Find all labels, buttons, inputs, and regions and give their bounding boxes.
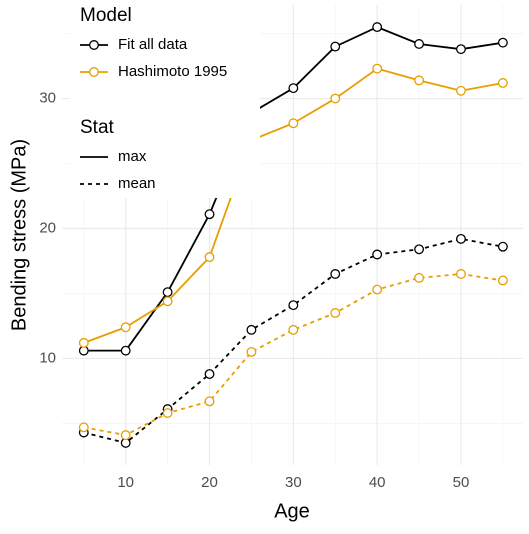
point	[162, 296, 173, 307]
legend-key	[89, 67, 99, 77]
point	[497, 78, 508, 88]
point	[204, 209, 215, 220]
x-tick-label: 10	[117, 474, 134, 491]
point	[414, 272, 425, 283]
point	[78, 422, 89, 433]
point	[414, 39, 425, 49]
y-tick-label: 20	[39, 219, 56, 236]
legend-title: Model	[80, 5, 132, 26]
point	[288, 118, 299, 129]
point	[288, 324, 299, 335]
point	[162, 408, 173, 418]
legend-label: mean	[118, 175, 156, 192]
y-axis-label: Bending stress (MPa)	[8, 139, 30, 331]
point	[372, 284, 383, 295]
point	[330, 41, 341, 52]
x-tick-label: 50	[453, 474, 470, 491]
point	[372, 63, 383, 74]
point	[330, 93, 341, 104]
point	[456, 44, 466, 55]
point	[372, 22, 383, 33]
legend-key	[89, 40, 99, 50]
point	[120, 345, 131, 356]
legend-label: Fit all data	[118, 36, 188, 53]
point	[204, 369, 215, 379]
point	[497, 37, 508, 48]
point	[78, 337, 89, 348]
point	[288, 83, 299, 94]
point	[204, 396, 215, 407]
point	[497, 275, 508, 286]
x-tick-label: 30	[285, 474, 302, 491]
point	[414, 75, 425, 86]
legend-label: max	[118, 148, 147, 165]
x-axis-label: Age	[274, 500, 310, 522]
series-line	[83, 273, 504, 437]
point	[246, 346, 257, 357]
x-tick-label: 20	[201, 474, 218, 491]
point	[456, 269, 466, 279]
point	[204, 252, 215, 263]
point	[120, 430, 131, 441]
point	[120, 322, 131, 333]
point	[372, 249, 383, 260]
point	[497, 241, 508, 252]
point	[330, 269, 341, 279]
legend-background	[70, 2, 260, 198]
point	[330, 308, 341, 318]
point	[456, 233, 466, 244]
point	[162, 287, 173, 298]
legend-label: Hashimoto 1995	[118, 63, 227, 80]
x-tick-label: 40	[369, 474, 386, 491]
y-tick-label: 10	[39, 349, 56, 366]
series-line	[83, 237, 504, 444]
point	[246, 324, 257, 335]
legend-title: Stat	[80, 117, 115, 138]
point	[414, 244, 425, 255]
y-tick-label: 30	[39, 90, 56, 107]
point	[456, 85, 466, 96]
point	[288, 300, 299, 311]
